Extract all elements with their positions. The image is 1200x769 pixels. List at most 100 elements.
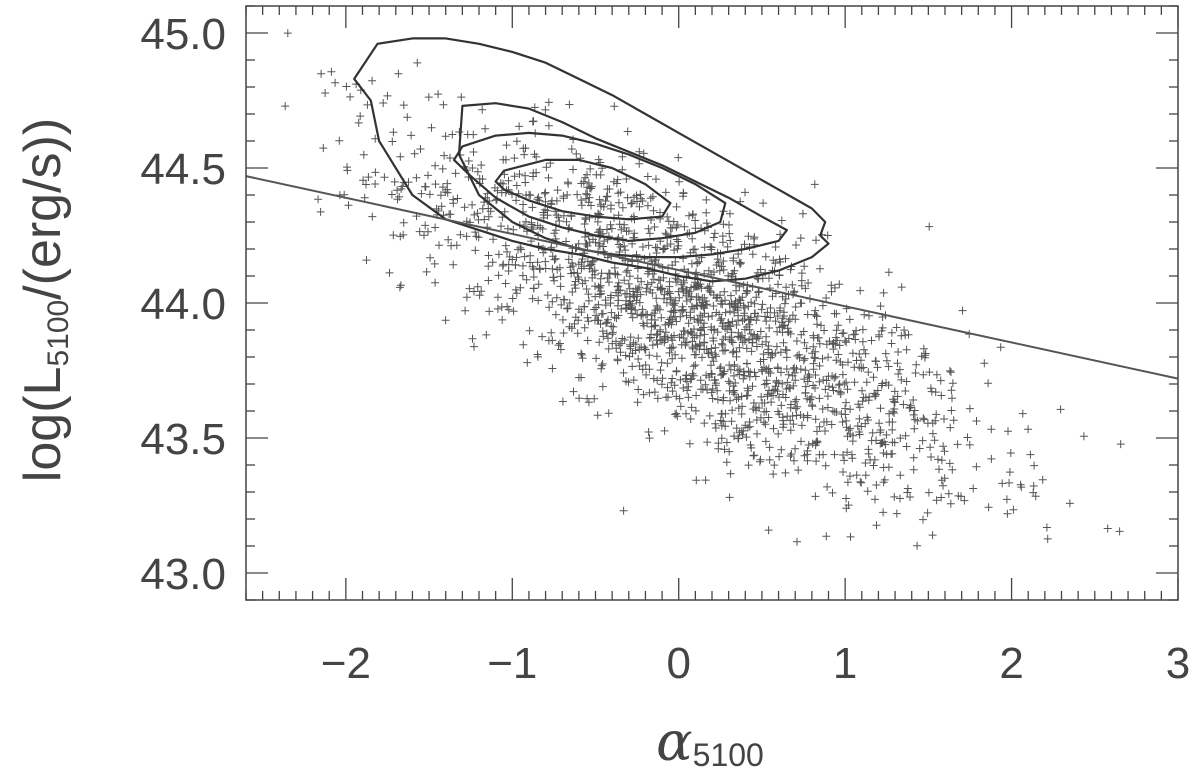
data-point: [682, 311, 691, 320]
data-point: [918, 436, 927, 445]
data-point: [732, 424, 741, 433]
data-point: [648, 311, 656, 320]
data-point: [657, 380, 666, 389]
data-point: [844, 358, 852, 367]
data-point: [675, 293, 684, 302]
data-point: [616, 188, 625, 197]
data-point: [743, 359, 751, 368]
data-point: [734, 404, 743, 413]
data-point: [748, 250, 757, 259]
data-point: [842, 494, 851, 503]
data-point: [643, 201, 652, 210]
data-point: [652, 352, 661, 361]
data-point: [548, 364, 557, 373]
data-point: [760, 380, 769, 389]
data-point: [635, 283, 644, 292]
data-point: [680, 222, 689, 231]
data-point: [735, 428, 744, 437]
data-point: [758, 367, 767, 376]
data-point: [501, 279, 510, 288]
data-point: [650, 223, 659, 231]
data-point: [519, 200, 528, 209]
data-point: [718, 232, 727, 241]
data-point: [602, 192, 611, 201]
data-point: [490, 183, 499, 192]
data-point: [932, 370, 941, 379]
data-point: [694, 318, 703, 326]
data-point: [692, 331, 701, 340]
data-point: [708, 353, 717, 362]
data-point: [894, 348, 903, 356]
data-point: [708, 394, 717, 403]
data-point: [900, 326, 909, 335]
data-point: [859, 363, 868, 372]
data-point: [927, 453, 935, 461]
data-point: [775, 306, 784, 315]
data-point: [811, 354, 820, 363]
data-point: [663, 288, 672, 296]
data-point: [811, 492, 820, 501]
data-point: [518, 271, 527, 280]
data-point: [746, 368, 755, 377]
data-point: [709, 233, 718, 242]
scatter-points: [281, 29, 1125, 550]
data-point: [580, 220, 589, 228]
data-point: [317, 69, 326, 78]
data-point: [813, 427, 821, 436]
data-point: [685, 287, 694, 296]
data-point: [722, 438, 731, 447]
data-point: [653, 376, 662, 385]
data-point: [548, 264, 557, 273]
x-axis-title: α5100: [656, 710, 764, 769]
data-point: [843, 448, 852, 457]
data-point: [462, 232, 471, 241]
data-point: [581, 189, 590, 198]
data-point: [650, 388, 659, 397]
data-point: [764, 364, 773, 373]
data-point: [797, 269, 806, 278]
data-point: [827, 281, 836, 290]
data-point: [815, 361, 824, 370]
data-point: [790, 456, 798, 465]
tick-labels: −2 −1 0 1 2 3 43.0 43.5 44.0 44.5 45.0: [140, 10, 1190, 688]
data-point: [865, 311, 873, 320]
data-point: [560, 295, 569, 304]
data-point: [732, 321, 741, 329]
data-point: [803, 310, 812, 319]
data-point: [797, 421, 806, 430]
data-point: [620, 336, 629, 344]
data-point: [420, 231, 428, 240]
data-point: [585, 264, 594, 273]
data-point: [1002, 495, 1011, 504]
data-point: [585, 184, 594, 193]
data-point: [862, 378, 871, 387]
contour-level-3: [452, 131, 727, 242]
data-point: [623, 127, 632, 136]
data-point: [890, 387, 899, 396]
data-point: [854, 400, 863, 409]
data-point: [631, 340, 640, 349]
data-point: [759, 418, 768, 427]
data-point: [426, 253, 435, 262]
data-point: [747, 347, 756, 356]
data-point: [675, 333, 684, 342]
data-point: [937, 493, 946, 502]
data-point: [815, 422, 824, 431]
data-point: [644, 224, 653, 233]
data-point: [749, 399, 758, 407]
data-point: [984, 379, 993, 388]
data-point: [786, 329, 795, 338]
data-point: [647, 315, 656, 324]
data-point: [1043, 534, 1052, 543]
data-point: [684, 382, 693, 391]
data-point: [525, 326, 534, 335]
data-point: [686, 313, 695, 322]
data-point: [663, 212, 672, 221]
data-point: [927, 387, 936, 396]
data-point: [368, 76, 377, 85]
data-point: [889, 407, 897, 416]
data-point: [364, 173, 373, 182]
data-point: [835, 341, 844, 350]
data-point: [518, 261, 527, 270]
